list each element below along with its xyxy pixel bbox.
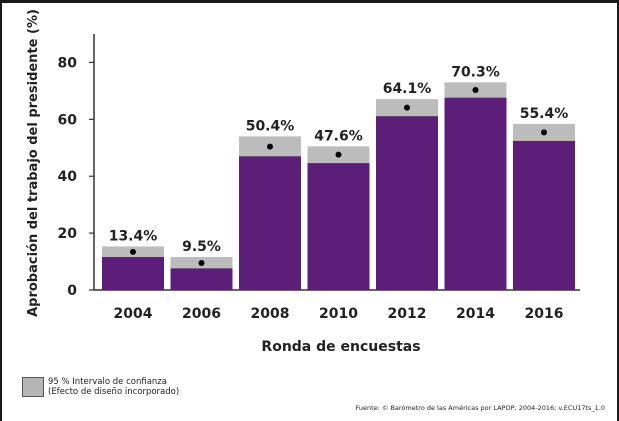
bar xyxy=(307,163,370,290)
point-estimate xyxy=(541,129,547,136)
legend-swatch-confidence-interval xyxy=(22,377,44,397)
x-tick-label: 2008 xyxy=(251,306,290,322)
bar-chart: Aprobación del trabajo del presidente (%… xyxy=(26,9,580,355)
data-label: 64.1% xyxy=(383,81,432,97)
y-axis-label: Aprobación del trabajo del presidente (%… xyxy=(26,9,41,317)
y-tick-label: 0 xyxy=(67,283,77,299)
y-tick-label: 80 xyxy=(58,55,78,71)
legend-line-2: (Efecto de diseño incorporado) xyxy=(48,387,180,397)
point-estimate xyxy=(472,87,479,94)
legend-line-1: 95 % Intervalo de confianza xyxy=(48,377,167,387)
bar xyxy=(444,97,507,291)
x-tick-label: 2010 xyxy=(319,306,358,322)
point-estimate xyxy=(335,151,342,158)
x-axis-label: Ronda de encuestas xyxy=(261,339,420,355)
bar xyxy=(102,257,164,290)
point-estimate xyxy=(404,104,410,111)
y-tick-label: 60 xyxy=(58,112,78,128)
bar xyxy=(239,156,301,290)
x-tick-label: 2012 xyxy=(388,306,427,322)
source-note: Fuente: © Barómetro de las Américas por … xyxy=(355,404,605,412)
bar xyxy=(513,140,575,290)
x-tick-label: 2006 xyxy=(182,306,221,322)
y-tick-label: 40 xyxy=(58,169,78,185)
x-tick-label: 2014 xyxy=(456,306,495,322)
x-tick-label: 2004 xyxy=(114,306,153,322)
data-label: 70.3% xyxy=(451,64,500,80)
legend: 95 % Intervalo de confianza (Efecto de d… xyxy=(22,377,179,397)
data-label: 47.6% xyxy=(314,128,363,144)
legend-text: 95 % Intervalo de confianza (Efecto de d… xyxy=(48,377,179,397)
data-label: 55.4% xyxy=(520,106,569,122)
y-tick-label: 20 xyxy=(58,226,78,242)
data-label: 50.4% xyxy=(246,118,295,134)
data-label: 13.4% xyxy=(109,228,158,244)
point-estimate xyxy=(198,259,205,266)
x-tick-label: 2016 xyxy=(525,306,564,322)
data-label: 9.5% xyxy=(182,239,221,255)
point-estimate xyxy=(267,143,273,150)
point-estimate xyxy=(130,248,136,255)
bar xyxy=(376,116,438,291)
bar xyxy=(170,268,233,290)
